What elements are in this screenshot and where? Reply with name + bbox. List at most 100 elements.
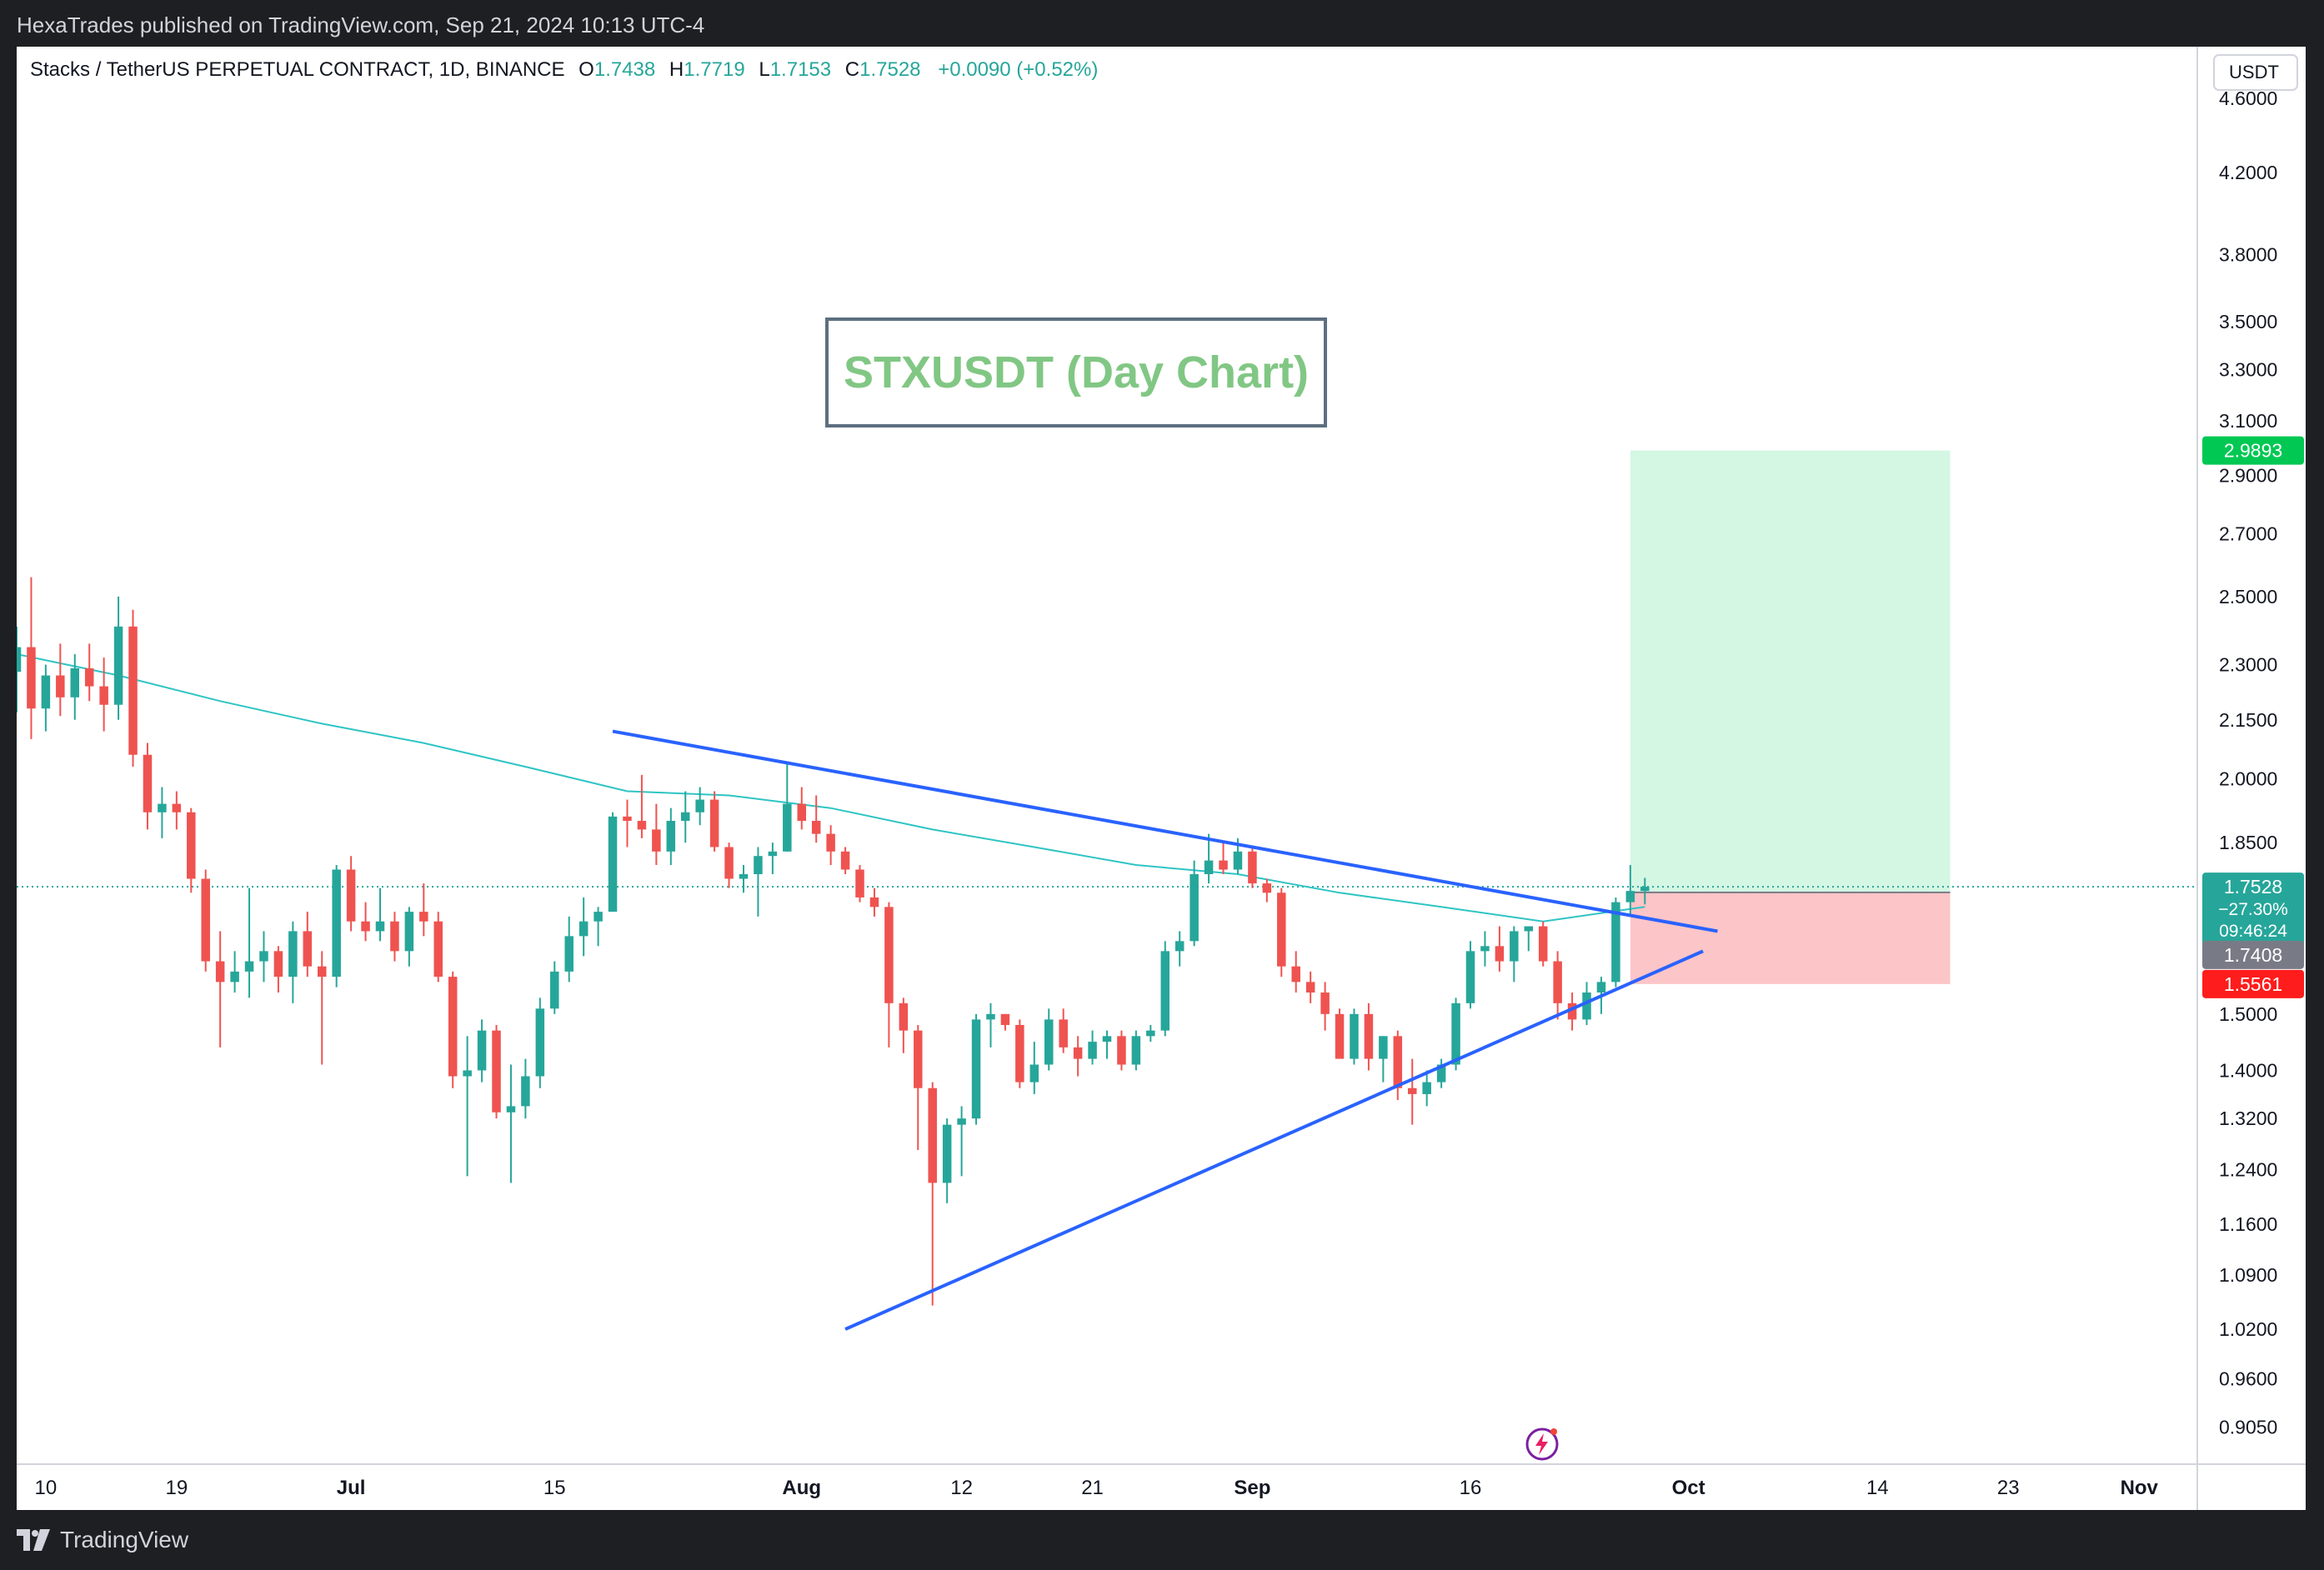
candle-body[interactable] bbox=[201, 878, 210, 962]
candle-body[interactable] bbox=[172, 803, 182, 812]
candle-body[interactable] bbox=[826, 833, 835, 852]
candle-body[interactable] bbox=[1465, 951, 1475, 1003]
candle-body[interactable] bbox=[1567, 1002, 1577, 1020]
resistance-trendline[interactable] bbox=[612, 729, 1718, 933]
candle-body[interactable] bbox=[1364, 1013, 1374, 1059]
candle-body[interactable] bbox=[56, 675, 65, 698]
candle-body[interactable] bbox=[404, 912, 414, 952]
candle-body[interactable] bbox=[986, 1013, 995, 1020]
candle-body[interactable] bbox=[623, 816, 632, 822]
candle-body[interactable] bbox=[1277, 892, 1286, 967]
candle-body[interactable] bbox=[1553, 961, 1562, 1003]
candle-body[interactable] bbox=[158, 803, 167, 812]
candle-body[interactable] bbox=[899, 1002, 909, 1031]
candle-body[interactable] bbox=[1451, 1002, 1460, 1065]
candle-body[interactable] bbox=[317, 966, 327, 978]
candle-body[interactable] bbox=[1625, 891, 1635, 902]
candle-body[interactable] bbox=[594, 912, 603, 922]
candle-body[interactable] bbox=[754, 856, 763, 874]
candle-body[interactable] bbox=[84, 668, 94, 687]
candle-body[interactable] bbox=[259, 951, 268, 962]
tradingview-logo-icon[interactable] bbox=[17, 1529, 50, 1551]
candle-body[interactable] bbox=[1117, 1036, 1126, 1065]
candle-body[interactable] bbox=[957, 1118, 966, 1125]
candle-body[interactable] bbox=[1233, 851, 1243, 870]
candle-body[interactable] bbox=[273, 951, 283, 978]
lightning-icon[interactable] bbox=[1524, 1426, 1560, 1462]
currency-label[interactable]: USDT bbox=[2229, 62, 2279, 82]
candle-body[interactable] bbox=[1160, 951, 1170, 1031]
candle-body[interactable] bbox=[1422, 1082, 1431, 1094]
candle-body[interactable] bbox=[1219, 860, 1228, 870]
candle-body[interactable] bbox=[1291, 966, 1300, 982]
candle-body[interactable] bbox=[463, 1070, 472, 1077]
candle-body[interactable] bbox=[27, 647, 36, 709]
candle-body[interactable] bbox=[695, 799, 704, 812]
candle-body[interactable] bbox=[390, 921, 399, 952]
candle-body[interactable] bbox=[1407, 1088, 1417, 1094]
candle-body[interactable] bbox=[724, 847, 734, 879]
candle-body[interactable] bbox=[680, 812, 690, 822]
candle-body[interactable] bbox=[1495, 946, 1505, 962]
candle-body[interactable] bbox=[419, 912, 428, 922]
candle-body[interactable] bbox=[1102, 1036, 1112, 1042]
candle-body[interactable] bbox=[1640, 887, 1650, 892]
currency-button[interactable] bbox=[2213, 54, 2298, 91]
candle-body[interactable] bbox=[1088, 1042, 1097, 1059]
candle-body[interactable] bbox=[143, 754, 153, 812]
chart-frame[interactable]: USDT 4.6000 4.2000 3.8000 3.5000 3.3000 3.1000… bbox=[17, 47, 2306, 1510]
candle-body[interactable] bbox=[521, 1076, 530, 1107]
candle-body[interactable] bbox=[99, 686, 108, 705]
candle-body[interactable] bbox=[811, 821, 821, 834]
candle-body[interactable] bbox=[709, 799, 719, 848]
candle-body[interactable] bbox=[244, 961, 254, 972]
candle-body[interactable] bbox=[1146, 1030, 1155, 1037]
candle-body[interactable] bbox=[1190, 873, 1199, 942]
candle-body[interactable] bbox=[928, 1088, 937, 1183]
candle-body[interactable] bbox=[492, 1030, 501, 1112]
target-zone[interactable] bbox=[1630, 450, 1951, 892]
candle-body[interactable] bbox=[1379, 1036, 1388, 1059]
candle-body[interactable] bbox=[608, 816, 618, 912]
candle-body[interactable] bbox=[578, 921, 589, 937]
candle-body[interactable] bbox=[433, 921, 443, 978]
candle-body[interactable] bbox=[303, 931, 313, 967]
candle-body[interactable] bbox=[1335, 1013, 1345, 1059]
support-trendline[interactable] bbox=[844, 949, 1704, 1331]
candle-body[interactable] bbox=[448, 977, 458, 1077]
candle-body[interactable] bbox=[477, 1030, 487, 1071]
chart-title-annotation[interactable]: STXUSDT (Day Chart) bbox=[825, 318, 1327, 428]
candle-body[interactable] bbox=[1350, 1013, 1359, 1059]
candle-body[interactable] bbox=[914, 1030, 923, 1088]
candle-body[interactable] bbox=[230, 971, 239, 982]
candle-body[interactable] bbox=[884, 907, 894, 1003]
candle-body[interactable] bbox=[942, 1124, 952, 1183]
candle-body[interactable] bbox=[1204, 860, 1214, 874]
candle-body[interactable] bbox=[1131, 1036, 1141, 1065]
candle-body[interactable] bbox=[1582, 992, 1591, 1020]
candle-body[interactable] bbox=[768, 851, 778, 857]
candle-body[interactable] bbox=[128, 626, 138, 755]
candle-body[interactable] bbox=[1248, 851, 1257, 884]
moving-average-line[interactable] bbox=[17, 653, 1645, 922]
candle-body[interactable] bbox=[375, 921, 385, 932]
candle-body[interactable] bbox=[346, 869, 356, 922]
candle-body[interactable] bbox=[288, 931, 298, 978]
candle-body[interactable] bbox=[17, 647, 22, 672]
candle-body[interactable] bbox=[1175, 941, 1185, 952]
candle-body[interactable] bbox=[1044, 1019, 1054, 1065]
candle-body[interactable] bbox=[1480, 946, 1490, 952]
candle-body[interactable] bbox=[855, 869, 864, 898]
candle-body[interactable] bbox=[41, 675, 51, 709]
stop-zone[interactable] bbox=[1630, 892, 1951, 984]
candle-body[interactable] bbox=[1059, 1019, 1068, 1048]
candle-body[interactable] bbox=[113, 626, 123, 705]
candle-body[interactable] bbox=[739, 873, 749, 879]
candle-body[interactable] bbox=[1538, 926, 1548, 962]
candle-body[interactable] bbox=[783, 803, 792, 852]
candle-body[interactable] bbox=[869, 897, 879, 908]
candle-body[interactable] bbox=[1510, 931, 1519, 962]
candle-body[interactable] bbox=[215, 961, 225, 982]
candle-body[interactable] bbox=[1611, 902, 1620, 982]
candle-body[interactable] bbox=[550, 971, 559, 1009]
